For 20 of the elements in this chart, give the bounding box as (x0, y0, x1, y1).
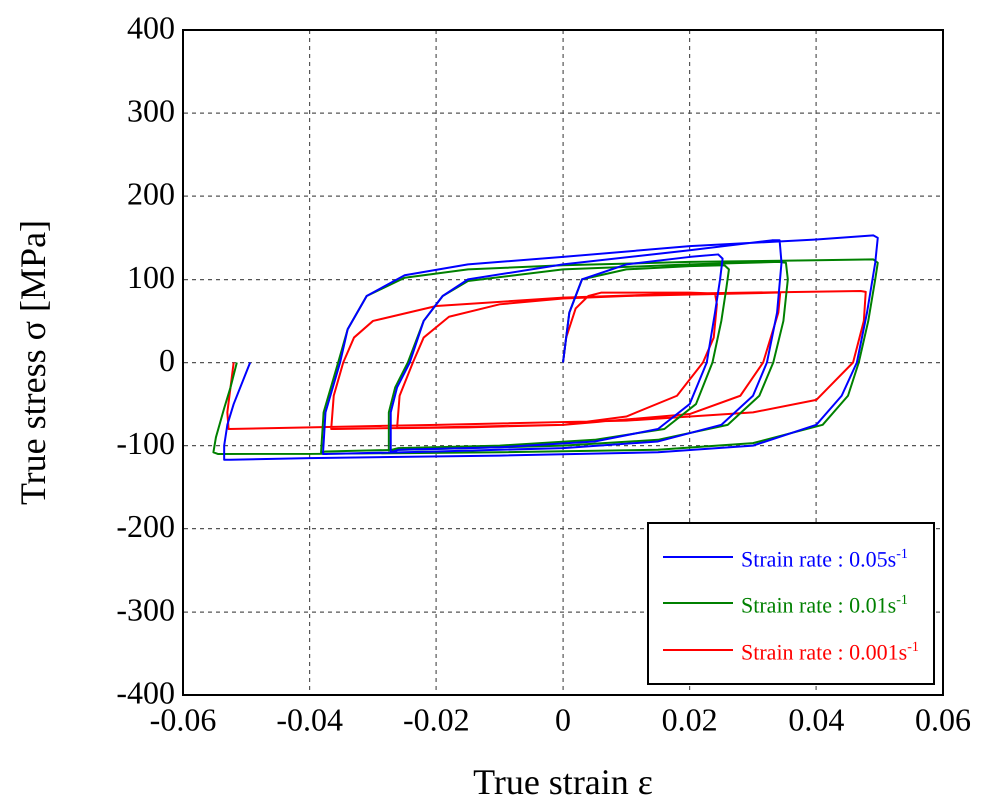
y-axis-title: True stress σ [MPa] (13, 220, 54, 506)
y-tick-label: 300 (127, 92, 175, 129)
y-tick-label: -100 (116, 425, 175, 462)
y-tick-label: 0 (159, 342, 175, 378)
x-tick-label: -0.02 (403, 702, 470, 738)
x-tick-label: 0.02 (662, 702, 718, 738)
y-tick-label: 400 (127, 9, 175, 46)
x-tick-label: 0.04 (788, 702, 844, 738)
y-tick-label: -300 (116, 591, 175, 628)
legend-label: Strain rate : 0.01s$^{-1}$ (741, 592, 908, 620)
legend-label: Strain rate : 0.001s$^{-1}$ (741, 638, 919, 666)
y-tick-label: -200 (116, 508, 175, 544)
x-tick-label: 0.06 (915, 702, 971, 738)
legend-label: Strain rate : 0.05s$^{-1}$ (741, 545, 908, 574)
y-tick-label: 200 (127, 176, 175, 212)
y-tick-label: 100 (127, 258, 175, 295)
y-tick-label: -400 (116, 674, 175, 710)
x-axis-title: True strain ε (473, 762, 653, 802)
x-tick-label: -0.04 (276, 702, 343, 738)
x-tick-label: 0 (555, 702, 571, 738)
